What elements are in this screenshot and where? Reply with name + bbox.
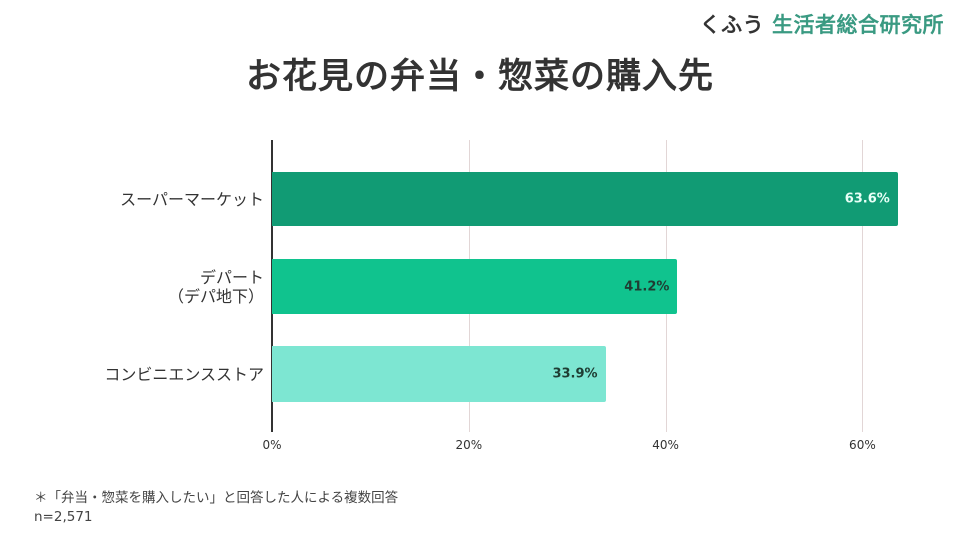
- gridline: [862, 140, 864, 432]
- x-tick-label: 60%: [849, 438, 876, 452]
- brand-prefix: くふう: [699, 13, 765, 37]
- bar: 33.9%: [272, 346, 606, 402]
- category-label: スーパーマーケット: [120, 189, 264, 209]
- brand-name: 生活者総合研究所: [772, 13, 944, 37]
- footnote: ＊「弁当・惣菜を購入したい」と回答した人による複数回答 n=2,571: [34, 489, 398, 527]
- x-tick-label: 0%: [262, 438, 282, 452]
- footnote-description: ＊「弁当・惣菜を購入したい」と回答した人による複数回答: [34, 490, 399, 506]
- sample-size: n=2,571: [34, 509, 93, 525]
- category-label: コンビニエンスストア: [104, 364, 264, 384]
- brand-logo: くふう 生活者総合研究所: [700, 9, 944, 39]
- chart-title: お花見の弁当・惣菜の購入先: [245, 57, 714, 97]
- bar-value-label: 41.2%: [624, 279, 670, 294]
- bar: 63.6%: [272, 172, 898, 226]
- bar-value-label: 33.9%: [552, 366, 598, 382]
- x-tick-label: 40%: [652, 438, 679, 452]
- bar: 41.2%: [272, 259, 678, 314]
- bar-value-label: 63.6%: [844, 191, 890, 207]
- x-tick-label: 20%: [455, 438, 483, 452]
- category-label: デパート （デパ地下）: [167, 267, 264, 306]
- y-axis-line: [271, 140, 273, 432]
